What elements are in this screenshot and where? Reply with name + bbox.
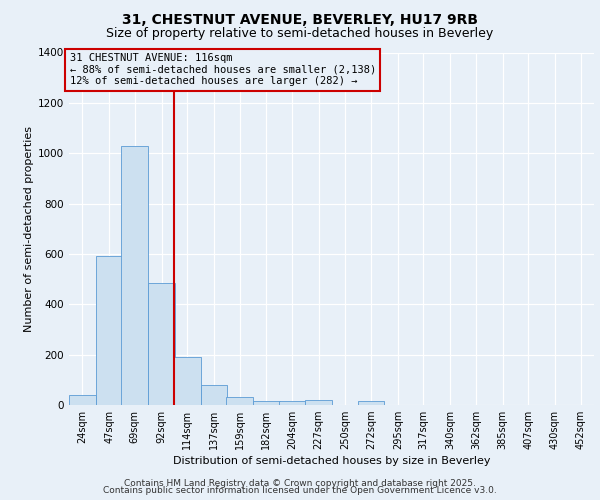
Bar xyxy=(121,146,148,405)
Bar xyxy=(278,401,305,405)
Text: 31 CHESTNUT AVENUE: 116sqm
← 88% of semi-detached houses are smaller (2,138)
12%: 31 CHESTNUT AVENUE: 116sqm ← 88% of semi… xyxy=(70,53,376,86)
Bar xyxy=(253,401,280,405)
Bar xyxy=(69,395,96,405)
Bar xyxy=(148,283,175,405)
Bar xyxy=(226,398,253,405)
Bar xyxy=(200,385,227,405)
Text: Size of property relative to semi-detached houses in Beverley: Size of property relative to semi-detach… xyxy=(106,28,494,40)
Bar xyxy=(358,401,385,405)
Bar xyxy=(174,357,200,405)
X-axis label: Distribution of semi-detached houses by size in Beverley: Distribution of semi-detached houses by … xyxy=(173,456,490,466)
Text: 31, CHESTNUT AVENUE, BEVERLEY, HU17 9RB: 31, CHESTNUT AVENUE, BEVERLEY, HU17 9RB xyxy=(122,12,478,26)
Text: Contains HM Land Registry data © Crown copyright and database right 2025.: Contains HM Land Registry data © Crown c… xyxy=(124,478,476,488)
Bar xyxy=(96,256,122,405)
Bar xyxy=(305,400,332,405)
Y-axis label: Number of semi-detached properties: Number of semi-detached properties xyxy=(24,126,34,332)
Text: Contains public sector information licensed under the Open Government Licence v3: Contains public sector information licen… xyxy=(103,486,497,495)
